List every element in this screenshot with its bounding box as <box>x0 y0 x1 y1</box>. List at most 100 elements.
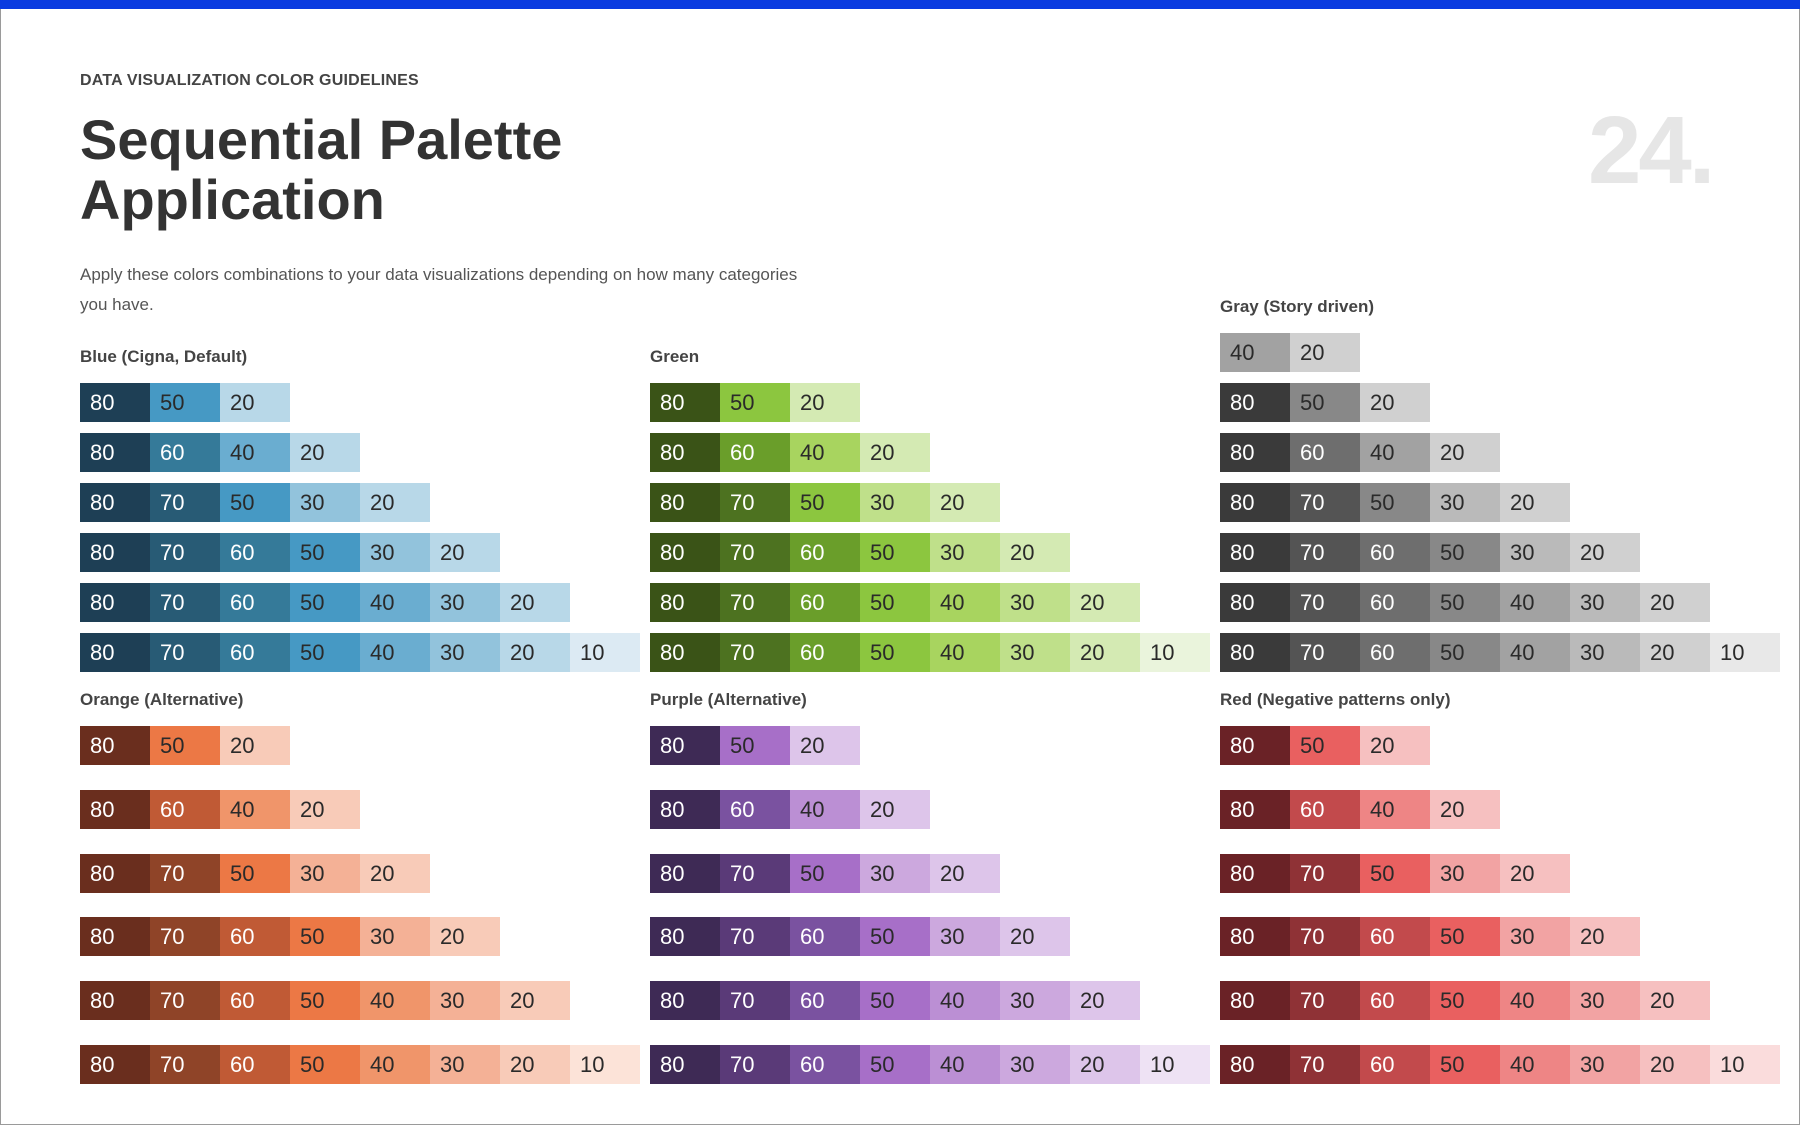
color-swatch-80: 80 <box>650 789 720 829</box>
description: Apply these colors combinations to your … <box>80 265 798 314</box>
color-swatch-40: 40 <box>360 1045 430 1084</box>
color-swatch-80: 80 <box>80 917 150 957</box>
palette-label: Blue (Cigna, Default) <box>80 347 248 366</box>
color-swatch-70: 70 <box>150 633 220 672</box>
color-swatch-20: 20 <box>500 981 570 1021</box>
color-swatch-20: 20 <box>1070 633 1140 672</box>
color-swatch-80: 80 <box>80 533 150 572</box>
color-swatch-80: 80 <box>1220 633 1290 672</box>
color-swatch-30: 30 <box>1000 633 1070 672</box>
color-swatch-70: 70 <box>1290 917 1360 957</box>
color-swatch-70: 70 <box>1290 633 1360 672</box>
color-swatch-80: 80 <box>1220 726 1290 765</box>
color-swatch-50: 50 <box>1360 853 1430 893</box>
palette-row: 80 60 40 20 <box>1220 789 1500 829</box>
color-swatch-70: 70 <box>720 533 790 572</box>
color-swatch-80: 80 <box>1220 483 1290 522</box>
color-swatch-60: 60 <box>220 533 290 572</box>
color-swatch-20: 20 <box>1070 583 1140 622</box>
title-line-2: Application <box>80 168 385 231</box>
color-swatch-20: 20 <box>1430 789 1500 829</box>
palette-row: 80 70 60 50 40 30 20 <box>1220 583 1710 622</box>
color-swatch-50: 50 <box>720 383 790 422</box>
color-swatch-60: 60 <box>220 633 290 672</box>
accent-top-bar <box>0 0 1800 9</box>
page-title: Sequential Palette Application <box>80 110 562 230</box>
color-swatch-20: 20 <box>1640 583 1710 622</box>
color-swatch-40: 40 <box>1360 433 1430 472</box>
color-swatch-20: 20 <box>1360 383 1430 422</box>
color-swatch-20: 20 <box>1070 981 1140 1021</box>
color-swatch-40: 40 <box>930 633 1000 672</box>
color-swatch-30: 30 <box>1500 917 1570 957</box>
color-swatch-40: 40 <box>930 981 1000 1021</box>
color-swatch-60: 60 <box>790 917 860 957</box>
color-swatch-50: 50 <box>790 483 860 522</box>
palette-row: 80 70 60 50 40 30 20 10 <box>80 1045 640 1084</box>
color-swatch-20: 20 <box>1640 633 1710 672</box>
color-swatch-60: 60 <box>1290 789 1360 829</box>
color-swatch-50: 50 <box>290 533 360 572</box>
color-swatch-60: 60 <box>720 789 790 829</box>
color-swatch-10: 10 <box>1140 633 1210 672</box>
color-swatch-50: 50 <box>150 726 220 765</box>
color-swatch-20: 20 <box>500 1045 570 1084</box>
palette-row: 80 60 40 20 <box>650 433 930 472</box>
color-swatch-20: 20 <box>290 789 360 829</box>
color-swatch-70: 70 <box>720 483 790 522</box>
color-swatch-30: 30 <box>930 533 1000 572</box>
color-swatch-80: 80 <box>80 633 150 672</box>
color-swatch-50: 50 <box>290 633 360 672</box>
title-line-1: Sequential Palette <box>80 108 563 171</box>
color-swatch-50: 50 <box>860 1045 930 1084</box>
palette-row: 80 70 60 50 40 30 20 10 <box>1220 633 1780 672</box>
color-swatch-80: 80 <box>650 383 720 422</box>
color-swatch-20: 20 <box>360 483 430 522</box>
color-swatch-50: 50 <box>1360 483 1430 522</box>
color-swatch-70: 70 <box>720 1045 790 1084</box>
color-swatch-60: 60 <box>1360 981 1430 1021</box>
color-swatch-80: 80 <box>1220 853 1290 893</box>
color-swatch-60: 60 <box>220 917 290 957</box>
palette-row: 80 70 60 50 40 30 20 <box>650 583 1140 622</box>
color-swatch-70: 70 <box>1290 981 1360 1021</box>
color-swatch-30: 30 <box>1500 533 1570 572</box>
palette-row: 80 70 60 50 40 30 20 <box>1220 981 1710 1021</box>
color-swatch-60: 60 <box>1360 917 1430 957</box>
color-swatch-70: 70 <box>150 917 220 957</box>
color-swatch-70: 70 <box>720 981 790 1021</box>
color-swatch-50: 50 <box>860 633 930 672</box>
color-swatch-60: 60 <box>220 583 290 622</box>
color-swatch-50: 50 <box>790 853 860 893</box>
color-swatch-20: 20 <box>430 917 500 957</box>
color-swatch-60: 60 <box>220 981 290 1021</box>
color-swatch-40: 40 <box>1500 583 1570 622</box>
color-swatch-20: 20 <box>930 853 1000 893</box>
color-swatch-20: 20 <box>860 433 930 472</box>
color-swatch-20: 20 <box>1360 726 1430 765</box>
color-swatch-80: 80 <box>1220 917 1290 957</box>
color-swatch-20: 20 <box>1000 533 1070 572</box>
color-swatch-50: 50 <box>720 726 790 765</box>
color-swatch-40: 40 <box>360 633 430 672</box>
color-swatch-30: 30 <box>360 917 430 957</box>
color-swatch-70: 70 <box>1290 853 1360 893</box>
color-swatch-50: 50 <box>1430 583 1500 622</box>
color-swatch-80: 80 <box>1220 583 1290 622</box>
color-swatch-50: 50 <box>290 1045 360 1084</box>
color-swatch-10: 10 <box>1710 633 1780 672</box>
palette-row: 80 50 20 <box>650 726 860 765</box>
color-swatch-50: 50 <box>290 981 360 1021</box>
color-swatch-40: 40 <box>220 433 290 472</box>
palette-row: 80 70 60 50 40 30 20 10 <box>1220 1045 1780 1084</box>
palette-row: 80 70 50 30 20 <box>1220 853 1570 893</box>
palette-label: Purple (Alternative) <box>650 690 807 709</box>
color-swatch-70: 70 <box>150 583 220 622</box>
palette-row: 80 60 40 20 <box>80 789 360 829</box>
color-swatch-30: 30 <box>290 483 360 522</box>
color-swatch-30: 30 <box>290 853 360 893</box>
color-swatch-30: 30 <box>1000 1045 1070 1084</box>
palette-row: 80 70 60 50 40 30 20 10 <box>80 633 640 672</box>
color-swatch-70: 70 <box>150 853 220 893</box>
color-swatch-20: 20 <box>1640 981 1710 1021</box>
